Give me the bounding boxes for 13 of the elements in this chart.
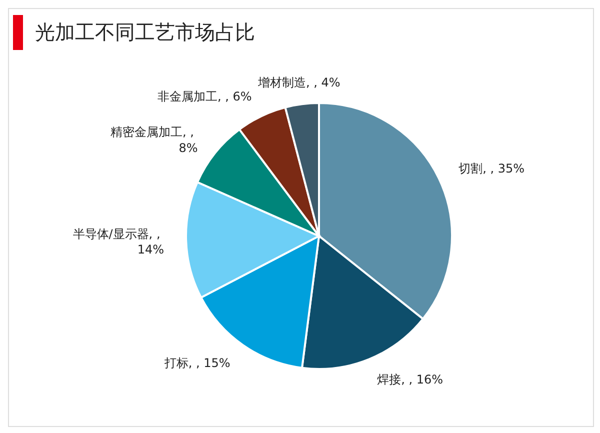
data-label: , , 35% xyxy=(482,162,525,176)
chart-title: 光加工不同工艺市场占比 xyxy=(35,19,255,46)
slice-label: 增材制造 xyxy=(257,75,306,90)
data-label: , , 16% xyxy=(401,372,444,387)
slice-label: 切割 xyxy=(458,162,483,176)
slice-label: 打标 xyxy=(163,356,188,370)
slice-label: 半导体/显示器, , 14% xyxy=(72,226,164,256)
slice-label: 焊接 xyxy=(377,372,402,387)
data-label: , , 15% xyxy=(188,356,230,370)
slice-label: 非金属加工 xyxy=(157,89,218,104)
data-label: , , 4% xyxy=(306,75,340,90)
data-label: , , 6% xyxy=(217,89,252,104)
slice-label: 精密金属加工, , 8% xyxy=(110,125,198,155)
